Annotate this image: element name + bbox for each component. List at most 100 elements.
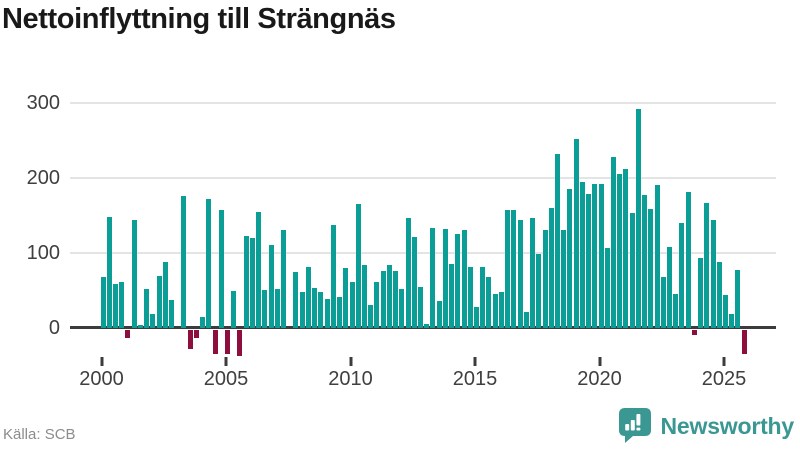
bar-2005-q4 [243,236,249,328]
bar-2007-q4 [293,272,299,328]
bar-2016-q4 [517,219,523,328]
bar-2000-q4 [119,281,125,328]
x-tick-2015 [473,357,477,366]
bar-2023-q2 [679,222,685,328]
bar-2024-q1 [698,257,704,328]
bar-2014-q2 [455,233,461,328]
bar-2020-q2 [604,248,610,328]
bar-2014-q4 [467,266,473,328]
bar-2005-q1 [225,330,230,354]
bar-2015-q3 [486,277,492,328]
x-axis-line [70,326,776,329]
bar-2021-q1 [623,168,629,328]
bar-2023-q4 [691,330,697,335]
bar-2004-q4 [218,209,224,328]
bar-2009-q4 [343,268,349,328]
bar-2023-q1 [673,293,679,328]
y-axis-label-100: 100 [26,241,60,264]
x-axis-label-2015: 2015 [452,368,498,390]
bar-2018-q1 [548,208,554,328]
bar-2021-q4 [642,194,648,328]
bar-2013-q4 [442,228,448,328]
bar-2012-q3 [411,236,417,328]
bar-2015-q2 [480,266,486,328]
newsworthy-wordmark: Newsworthy [660,412,795,439]
bar-2002-q3 [162,262,168,328]
bar-2017-q3 [536,254,542,328]
bar-2007-q1 [274,289,280,328]
bar-2022-q4 [667,247,672,328]
bar-2021-q2 [629,212,635,328]
bar-2010-q1 [349,281,355,328]
bar-2002-q1 [150,314,156,328]
bar-2018-q4 [567,188,573,328]
bar-2017-q4 [542,230,548,328]
bar-2013-q1 [424,323,430,328]
bar-2002-q2 [156,275,162,328]
bar-2020-q3 [610,156,616,328]
bar-2024-q3 [710,219,716,328]
x-axis-label-2005: 2005 [203,368,249,390]
bar-2024-q4 [716,262,722,328]
bar-2019-q3 [586,194,592,328]
bar-2005-q3 [237,330,243,356]
bar-2015-q4 [492,293,498,328]
bar-2016-q2 [505,209,511,328]
bar-2001-q3 [137,324,143,328]
bar-2023-q3 [685,191,691,328]
bar-2022-q1 [648,209,654,328]
bar-2017-q1 [523,311,529,328]
bar-2024-q2 [704,203,710,328]
gridline-300 [70,101,776,104]
x-tick-2020 [598,357,602,366]
bar-2008-q4 [318,291,324,328]
bar-2020-q1 [598,184,604,328]
bar-2002-q4 [168,299,174,328]
bar-2003-q2 [181,195,187,328]
source-note: Källa: SCB [3,426,76,443]
x-axis-label-2020: 2020 [577,368,622,390]
bar-2001-q4 [144,288,150,328]
bar-2013-q2 [430,227,436,328]
bar-2009-q1 [324,299,330,328]
bar-2025-q3 [735,269,741,328]
bar-2012-q2 [405,218,411,328]
bar-2008-q2 [305,266,311,328]
bar-2018-q3 [561,230,567,328]
x-axis-label-2000: 2000 [79,368,124,390]
bar-2014-q1 [449,263,455,328]
bar-2001-q2 [131,219,137,328]
bar-2006-q3 [262,290,268,328]
newsworthy-logo: Newsworthy [618,407,794,445]
bar-2012-q4 [417,287,423,328]
gridline-100 [70,251,776,254]
bar-2017-q2 [530,218,536,328]
bar-2025-q1 [723,295,729,328]
bar-2008-q3 [312,287,318,328]
y-axis-label-200: 200 [26,166,60,189]
bar-2010-q3 [361,264,367,328]
bar-2016-q1 [498,291,504,328]
bar-2001-q1 [125,330,131,339]
bar-2004-q3 [212,330,218,354]
y-axis-label-300: 300 [26,91,60,114]
bar-2006-q2 [256,212,262,328]
bar-2003-q3 [187,330,193,349]
bar-2011-q4 [393,271,399,328]
bar-2010-q2 [355,203,361,328]
page-title: Nettoinflyttning till Strängnäs [2,3,396,35]
bar-2000-q3 [112,284,118,328]
bar-2000-q1 [100,277,106,328]
bar-2014-q3 [461,230,467,328]
bar-2004-q2 [206,198,212,328]
bar-2025-q2 [729,314,735,328]
x-axis-label-2025: 2025 [701,368,747,390]
gridline-200 [70,176,776,179]
bar-2006-q1 [249,237,255,328]
newsworthy-logo-icon [618,407,652,445]
bar-2000-q2 [106,217,112,328]
bar-2019-q1 [573,138,579,328]
bar-2007-q2 [281,230,287,328]
bar-2006-q4 [268,245,274,328]
